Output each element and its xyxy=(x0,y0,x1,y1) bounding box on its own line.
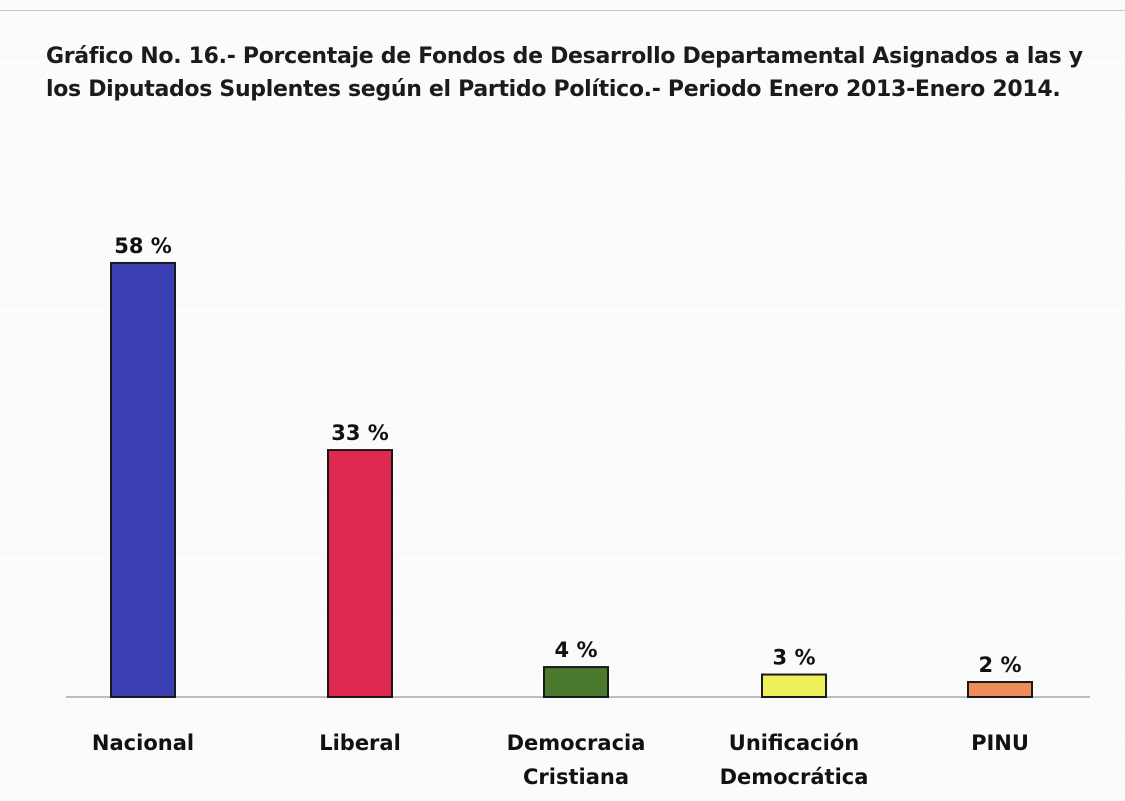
bar-1 xyxy=(327,449,393,698)
bar-3 xyxy=(761,673,827,698)
category-label-4: PINU xyxy=(971,731,1029,755)
category-label-1: Liberal xyxy=(319,731,401,755)
data-label-1: 33 % xyxy=(331,421,389,445)
category-label-0: Nacional xyxy=(92,731,194,755)
category-label-3-line-1: Democrática xyxy=(720,765,869,789)
category-label-3-line-0: Unificación xyxy=(729,731,859,755)
category-label-2-line-1: Cristiana xyxy=(523,765,629,789)
bar-0 xyxy=(110,261,176,698)
chart-title-line-1: Gráfico No. 16.- Porcentaje de Fondos de… xyxy=(46,44,1083,69)
data-label-4: 2 % xyxy=(979,653,1022,677)
chart-title-line-2: los Diputados Suplentes según el Partido… xyxy=(46,77,1061,102)
chart-title: Gráfico No. 16.- Porcentaje de Fondos de… xyxy=(46,40,1116,106)
category-label-2-line-0: Democracia xyxy=(507,731,646,755)
data-label-0: 58 % xyxy=(114,234,172,258)
data-label-3: 3 % xyxy=(773,646,816,670)
top-border xyxy=(0,10,1125,11)
data-label-2: 4 % xyxy=(555,638,598,662)
bar-2 xyxy=(543,666,609,698)
bar-4 xyxy=(967,681,1033,698)
